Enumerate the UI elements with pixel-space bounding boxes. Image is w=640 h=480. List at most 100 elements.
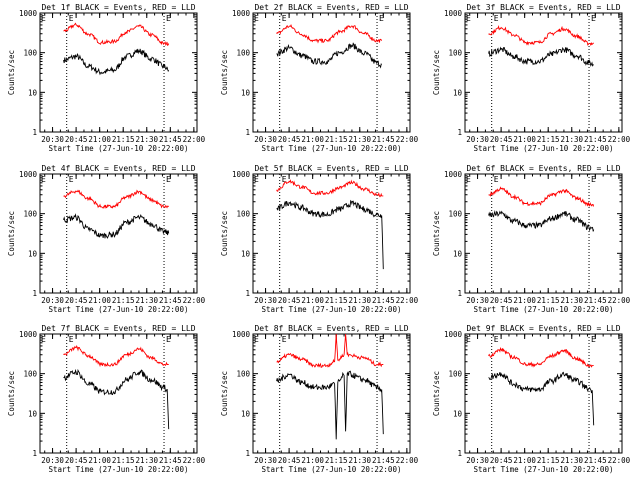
x-tick-label: 20:45 <box>65 456 88 465</box>
time-marker-label: E <box>166 335 171 344</box>
panel-title: Det 6f BLACK = Events, RED = LLD <box>466 164 620 173</box>
x-axis-label: Start Time (27-Jun-10 20:22:00) <box>262 144 402 153</box>
plot-frame <box>39 333 198 454</box>
x-tick-label: 22:00 <box>396 456 419 465</box>
panel-title: Det 2f BLACK = Events, RED = LLD <box>254 3 408 12</box>
y-tick-label: 1000 <box>19 330 38 339</box>
time-marker-label: E <box>166 175 171 184</box>
x-tick-label: 22:00 <box>183 456 206 465</box>
x-tick-label: 21:45 <box>159 456 182 465</box>
time-marker-label: E <box>282 335 287 344</box>
edge-marker-label: E <box>254 14 259 23</box>
y-tick-label: 1000 <box>19 170 38 179</box>
plot-frame <box>39 12 198 133</box>
x-tick-label: 21:30 <box>560 296 583 305</box>
x-tick-label: 22:00 <box>183 296 206 305</box>
y-axis-label: Counts/sec <box>432 50 441 95</box>
plot-frame <box>39 173 198 294</box>
x-tick-label: 21:30 <box>560 456 583 465</box>
x-tick-label: 21:30 <box>348 135 371 144</box>
x-tick-label: 20:45 <box>278 135 301 144</box>
y-tick-label: 1000 <box>232 170 251 179</box>
y-tick-label: 1000 <box>444 330 463 339</box>
time-marker-label: E <box>166 14 171 23</box>
x-tick-label: 21:00 <box>513 456 536 465</box>
x-tick-label: 21:30 <box>135 456 158 465</box>
panel-title: Det 9f BLACK = Events, RED = LLD <box>466 324 620 333</box>
y-tick-label: 10 <box>241 88 251 97</box>
detector-panel: Det 6f BLACK = Events, RED = LLD 1 10 100 10… <box>432 164 631 314</box>
x-tick-label: 20:30 <box>41 296 64 305</box>
y-tick-label: 100 <box>23 370 37 379</box>
y-tick-label: 1 <box>245 289 250 298</box>
x-tick-label: 22:00 <box>183 135 206 144</box>
events-series-line <box>276 199 384 270</box>
plot-frame <box>252 12 411 133</box>
panel-title: Det 7f BLACK = Events, RED = LLD <box>41 324 195 333</box>
y-tick-label: 10 <box>241 409 251 418</box>
lld-series-line <box>276 179 384 198</box>
x-tick-label: 21:15 <box>325 296 348 305</box>
x-tick-label: 21:30 <box>560 135 583 144</box>
time-marker-label: E <box>494 335 499 344</box>
edge-marker-label: E <box>41 335 46 344</box>
events-series-line <box>63 48 170 76</box>
x-tick-label: 20:45 <box>490 135 513 144</box>
x-tick-label: 20:30 <box>466 456 489 465</box>
time-marker-label: E <box>591 14 596 23</box>
x-axis-label: Start Time (27-Jun-10 20:22:00) <box>49 305 189 314</box>
time-marker-label: E <box>494 14 499 23</box>
time-marker-label: E <box>69 14 74 23</box>
x-tick-label: 20:45 <box>65 296 88 305</box>
y-tick-label: 1 <box>245 128 250 137</box>
x-tick-label: 21:00 <box>301 135 324 144</box>
panel-title: Det 3f BLACK = Events, RED = LLD <box>466 3 620 12</box>
y-tick-label: 10 <box>28 88 38 97</box>
detector-panel: Det 7f BLACK = Events, RED = LLD 1 10 100 10… <box>7 324 206 474</box>
x-tick-label: 20:45 <box>490 296 513 305</box>
x-tick-label: 21:15 <box>325 135 348 144</box>
y-tick-label: 1 <box>457 289 462 298</box>
x-tick-label: 20:45 <box>65 135 88 144</box>
x-tick-label: 21:15 <box>112 296 135 305</box>
y-tick-label: 100 <box>23 49 37 58</box>
y-tick-label: 1000 <box>444 170 463 179</box>
x-axis-label: Start Time (27-Jun-10 20:22:00) <box>262 305 402 314</box>
x-tick-label: 22:00 <box>608 135 631 144</box>
x-tick-label: 21:15 <box>112 456 135 465</box>
detector-panel: Det 3f BLACK = Events, RED = LLD 1 10 100 10… <box>432 3 631 153</box>
lld-series-line <box>63 22 170 47</box>
y-tick-label: 10 <box>28 409 38 418</box>
x-tick-label: 21:45 <box>159 296 182 305</box>
x-tick-label: 21:30 <box>348 456 371 465</box>
plot-frame <box>252 333 411 454</box>
events-series-line <box>63 368 170 430</box>
plot-frame <box>252 173 411 294</box>
lld-series-line <box>488 186 595 208</box>
y-tick-label: 10 <box>453 249 463 258</box>
y-tick-label: 100 <box>448 370 462 379</box>
x-axis-label: Start Time (27-Jun-10 20:22:00) <box>49 465 189 474</box>
x-tick-label: 21:45 <box>372 456 395 465</box>
x-tick-label: 21:45 <box>584 296 607 305</box>
x-axis-label: Start Time (27-Jun-10 20:22:00) <box>49 144 189 153</box>
y-axis-label: Counts/sec <box>7 50 16 95</box>
y-tick-label: 1 <box>32 128 37 137</box>
y-axis-label: Counts/sec <box>220 371 229 416</box>
x-tick-label: 21:00 <box>88 135 111 144</box>
panel-title: Det 5f BLACK = Events, RED = LLD <box>254 164 408 173</box>
y-tick-label: 1 <box>32 289 37 298</box>
time-marker-label: E <box>591 335 596 344</box>
x-tick-label: 22:00 <box>608 456 631 465</box>
detector-panel: Det 1f BLACK = Events, RED = LLD 1 10 100 10… <box>7 3 206 153</box>
time-marker-label: E <box>494 175 499 184</box>
x-tick-label: 21:30 <box>135 135 158 144</box>
edge-marker-label: E <box>466 14 471 23</box>
y-tick-label: 100 <box>236 49 250 58</box>
detector-panel: Det 8f BLACK = Events, RED = LLD 1 10 100 10… <box>220 324 419 474</box>
y-tick-label: 10 <box>28 249 38 258</box>
edge-marker-label: E <box>41 175 46 184</box>
x-tick-label: 21:45 <box>159 135 182 144</box>
panel-title: Det 4f BLACK = Events, RED = LLD <box>41 164 195 173</box>
